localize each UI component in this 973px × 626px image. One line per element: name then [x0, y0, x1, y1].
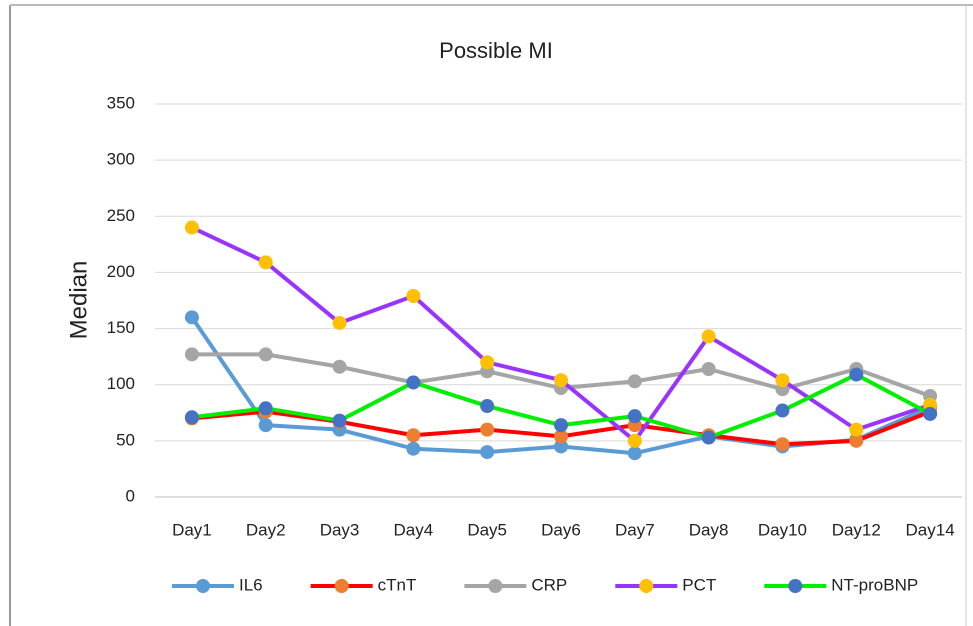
data-point: [406, 289, 421, 304]
legend-label: PCT: [682, 575, 716, 594]
y-tick-label: 50: [116, 430, 135, 449]
data-point: [406, 375, 421, 390]
x-tick-label: Day5: [467, 520, 507, 539]
y-tick-label: 100: [107, 374, 135, 393]
data-point: [480, 355, 495, 370]
data-point: [627, 433, 642, 448]
x-tick-label: Day7: [615, 520, 655, 539]
chart-title: Possible MI: [439, 38, 553, 63]
data-point: [184, 410, 199, 425]
legend-marker: [788, 579, 803, 593]
data-point: [184, 310, 199, 325]
data-point: [775, 373, 790, 388]
data-point: [627, 446, 642, 461]
x-tick-label: Day3: [320, 520, 360, 539]
data-point: [332, 359, 347, 374]
x-tick-label: Day6: [541, 520, 581, 539]
data-point: [480, 399, 495, 414]
y-axis-label: Median: [65, 261, 92, 340]
data-point: [554, 439, 568, 454]
legend-label: CRP: [531, 575, 567, 594]
data-point: [258, 255, 273, 270]
data-point: [849, 433, 864, 448]
legend-marker: [196, 579, 210, 593]
x-tick-label: Day12: [832, 520, 881, 539]
y-tick-label: 200: [107, 262, 135, 281]
data-point: [701, 430, 716, 445]
data-point: [701, 361, 716, 376]
data-point: [258, 347, 273, 362]
series-line: [191, 225, 931, 443]
data-point: [554, 429, 568, 444]
data-point: [332, 315, 347, 330]
y-tick-label: 250: [107, 206, 135, 225]
legend-marker: [488, 579, 503, 593]
data-point: [627, 409, 642, 424]
data-point: [849, 422, 864, 437]
legend-marker: [639, 579, 654, 593]
data-point: [923, 406, 938, 421]
legend-label: NT-proBNP: [831, 575, 918, 594]
data-point: [332, 413, 347, 428]
y-tick-label: 350: [107, 93, 135, 112]
data-point: [554, 373, 568, 388]
data-point: [775, 437, 790, 452]
data-point: [258, 418, 273, 433]
data-point: [554, 418, 568, 433]
x-tick-label: Day8: [689, 520, 729, 539]
x-tick-label: Day14: [906, 520, 955, 539]
data-point: [258, 401, 273, 416]
data-point: [627, 374, 642, 389]
data-point: [480, 422, 495, 437]
data-point: [406, 428, 421, 443]
data-point: [775, 403, 790, 418]
x-tick-label: Day4: [394, 520, 434, 539]
legend-label: cTnT: [378, 575, 417, 594]
legend-label: IL6: [239, 575, 263, 594]
y-tick-label: 150: [107, 318, 135, 337]
x-tick-label: Day2: [246, 520, 286, 539]
x-tick-label: Day10: [758, 520, 807, 539]
legend-marker: [334, 579, 349, 593]
y-tick-label: 0: [126, 486, 135, 505]
data-point: [701, 329, 716, 344]
data-point: [184, 220, 199, 235]
x-tick-label: Day1: [172, 520, 212, 539]
y-tick-label: 300: [107, 150, 135, 169]
data-point: [480, 445, 495, 460]
data-point: [849, 367, 864, 382]
data-point: [406, 441, 421, 456]
data-point: [184, 347, 199, 362]
